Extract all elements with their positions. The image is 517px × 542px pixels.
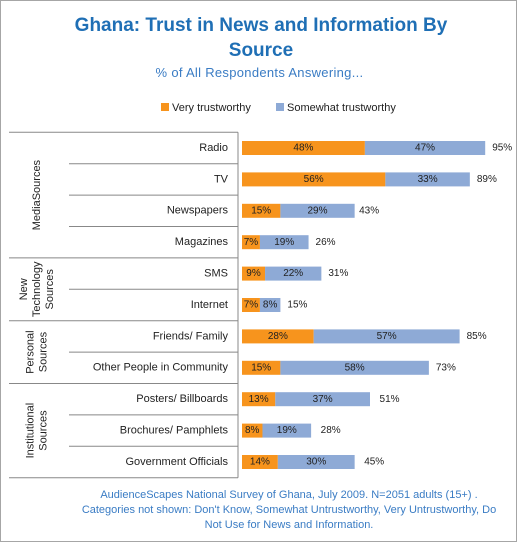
category-label: Brochures/ Pamphlets bbox=[120, 425, 229, 437]
legend-swatch bbox=[276, 103, 284, 111]
category-label: Radio bbox=[199, 142, 228, 154]
category-label: SMS bbox=[204, 268, 228, 280]
bar-segment bbox=[280, 360, 429, 375]
category-label: Government Officials bbox=[125, 456, 228, 468]
bar-segment bbox=[385, 172, 470, 187]
bar-segment bbox=[313, 329, 460, 344]
total-label: 51% bbox=[380, 394, 400, 405]
bar-segment bbox=[275, 392, 370, 407]
value-label: 19% bbox=[277, 425, 297, 436]
total-label: 95% bbox=[492, 143, 512, 154]
group-label-line: New bbox=[18, 278, 30, 300]
total-label: 31% bbox=[328, 268, 348, 279]
value-label: 15% bbox=[251, 362, 271, 373]
bar-segment bbox=[242, 455, 278, 469]
total-label: 28% bbox=[321, 425, 341, 436]
group-label-line: Sources bbox=[37, 410, 49, 451]
value-label: 57% bbox=[377, 331, 397, 342]
value-label: 22% bbox=[283, 268, 303, 279]
value-label: 19% bbox=[274, 237, 294, 248]
value-label: 58% bbox=[345, 362, 365, 373]
category-label: Posters/ Billboards bbox=[136, 393, 228, 405]
total-label: 89% bbox=[477, 174, 497, 185]
bar-segment bbox=[259, 298, 281, 312]
value-label: 7% bbox=[244, 300, 259, 311]
legend-label: Very trustworthy bbox=[172, 102, 251, 114]
total-label: 43% bbox=[359, 205, 379, 216]
bar-segment bbox=[242, 298, 260, 312]
value-label: 28% bbox=[268, 331, 288, 342]
group-label-line: Sources bbox=[37, 331, 49, 372]
value-label: 9% bbox=[246, 268, 261, 279]
bar-segment bbox=[364, 141, 486, 155]
value-label: 8% bbox=[263, 300, 278, 311]
chart-title: Ghana: Trust in News and Information By … bbox=[74, 15, 448, 61]
group-label: Institutional Sources bbox=[24, 403, 49, 459]
bar-segment bbox=[242, 266, 266, 281]
group-label-line: MediaSources bbox=[31, 159, 43, 230]
group-label: New Technology Sources bbox=[18, 261, 56, 317]
value-label: 37% bbox=[313, 394, 333, 405]
category-label: Newspapers bbox=[167, 205, 229, 217]
bar-segment bbox=[242, 360, 281, 375]
value-label: 56% bbox=[304, 174, 324, 185]
footnote: AudienceScapes National Survey of Ghana,… bbox=[81, 489, 497, 531]
bar-segment bbox=[242, 235, 260, 250]
total-label: 26% bbox=[316, 237, 336, 248]
legend-swatch bbox=[161, 103, 169, 111]
bar-segment bbox=[259, 235, 309, 250]
bar-segment bbox=[242, 329, 314, 344]
bar-segment bbox=[242, 172, 386, 187]
bar-segment bbox=[262, 423, 312, 438]
group-label-line: Sources bbox=[44, 269, 56, 310]
group-label: MediaSources bbox=[31, 159, 43, 230]
bar-segment bbox=[242, 141, 365, 155]
total-label: 15% bbox=[287, 300, 307, 311]
category-label: Magazines bbox=[175, 236, 229, 248]
total-label: 85% bbox=[467, 331, 487, 342]
total-label: 73% bbox=[436, 362, 456, 373]
group-label: Personal Sources bbox=[24, 330, 49, 373]
group-label-line: Personal bbox=[24, 330, 36, 373]
value-label: 8% bbox=[245, 425, 260, 436]
bar-segment bbox=[242, 203, 281, 218]
value-label: 14% bbox=[250, 457, 270, 468]
value-label: 48% bbox=[293, 143, 313, 154]
legend-label: Somewhat trustworthy bbox=[287, 102, 396, 114]
bar-segment bbox=[277, 455, 355, 469]
value-label: 13% bbox=[249, 394, 269, 405]
category-label: Internet bbox=[191, 299, 228, 311]
group-label-line: Technology bbox=[31, 261, 43, 317]
bar-segment bbox=[280, 203, 355, 218]
group-label-line: Institutional bbox=[24, 403, 36, 459]
chart-subtitle: % of All Respondents Answering... bbox=[155, 65, 364, 80]
value-label: 47% bbox=[415, 143, 435, 154]
category-label: TV bbox=[214, 173, 229, 185]
value-label: 29% bbox=[308, 205, 328, 216]
bar-segment bbox=[242, 392, 276, 407]
bar-segment bbox=[242, 423, 263, 438]
total-label: 45% bbox=[364, 457, 384, 468]
value-label: 33% bbox=[418, 174, 438, 185]
category-label: Other People in Community bbox=[93, 362, 229, 374]
value-label: 7% bbox=[244, 237, 259, 248]
value-label: 15% bbox=[251, 205, 271, 216]
bar-segment bbox=[265, 266, 322, 281]
value-label: 30% bbox=[306, 457, 326, 468]
category-label: Friends/ Family bbox=[153, 330, 229, 342]
